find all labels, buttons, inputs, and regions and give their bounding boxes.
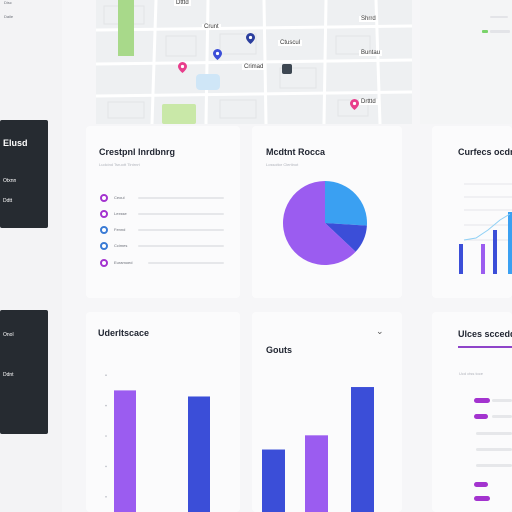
sidebar-item[interactable]: Onol — [3, 332, 14, 338]
distribution-card: Uderltscace — [86, 312, 240, 512]
status-dot — [482, 30, 488, 33]
trend-card-title: Curfecs ocdnitin — [458, 147, 512, 157]
ulces-card: Ulces sccedd Ucd ctss toce — [432, 312, 512, 512]
list-item-bar — [138, 197, 224, 199]
list-pill[interactable] — [474, 398, 490, 403]
map-label: Shrrd — [359, 16, 378, 22]
bar[interactable] — [305, 435, 328, 512]
sidebar-panel-top[interactable]: Elusd Otxnn Ddtt — [0, 120, 48, 228]
trend-line — [463, 213, 511, 241]
bullet-icon — [100, 259, 108, 267]
map-pin-icon[interactable] — [178, 60, 187, 73]
list-line — [476, 448, 512, 451]
list-item-bar — [138, 229, 224, 231]
bar[interactable] — [351, 387, 374, 512]
list-line — [476, 464, 512, 467]
list-card: Crestpnl lnrdbnrg Ludcind Tsruott Tlntrn… — [86, 126, 240, 298]
list-line — [476, 432, 512, 435]
list-pill[interactable] — [474, 496, 490, 501]
list-pill[interactable] — [474, 414, 488, 419]
bullet-icon — [100, 226, 108, 234]
park-area — [162, 104, 196, 124]
pie-card-title: Mcdtnt Rocca — [266, 147, 326, 157]
list-card-subtitle: Ludcind Tsruott Tlntrnrt — [99, 162, 140, 167]
left-rail: Disc Daile — [0, 0, 62, 512]
pie-slice[interactable] — [325, 223, 367, 252]
y-tick — [105, 404, 107, 407]
map-label: Crimad — [242, 64, 266, 70]
list-item[interactable]: Euramoed — [100, 258, 230, 268]
map-streets — [96, 0, 412, 124]
bar[interactable] — [114, 390, 136, 512]
bullet-icon — [100, 194, 108, 202]
ulces-card-underline — [458, 346, 512, 348]
trend-bar — [493, 230, 497, 274]
sidebar-panel-title: Elusd — [3, 138, 28, 148]
list-line — [492, 415, 512, 418]
list-item-bar — [148, 262, 224, 264]
ulces-card-title: Ulces sccedd — [458, 329, 512, 339]
sidebar-panel-bottom[interactable]: Onol Ddnt — [0, 310, 48, 434]
sidebar-item[interactable]: Ddtt — [3, 198, 13, 204]
status-line — [490, 16, 508, 18]
list-item[interactable]: Lexsse — [100, 209, 230, 219]
list-item[interactable]: Ceoul — [100, 193, 230, 203]
map-label: Dtttd — [174, 0, 191, 6]
trend-chart[interactable] — [452, 180, 512, 276]
bullet-icon — [100, 210, 108, 218]
pie-slice[interactable] — [283, 181, 356, 265]
list-line — [492, 399, 512, 402]
map-view[interactable]: Dtttd Crunt Shrrd Ctuscul Buntau Crimad … — [96, 0, 412, 124]
list-item-bar — [138, 245, 224, 247]
map-label: Ctuscul — [278, 40, 303, 46]
y-tick — [105, 374, 107, 376]
trend-bar — [459, 244, 463, 274]
list-item[interactable]: Fennd — [100, 225, 230, 235]
sidebar-item[interactable]: Otxnn — [3, 178, 17, 184]
map-pin-icon[interactable] — [246, 31, 255, 44]
map-label: Drtttd — [359, 99, 378, 105]
list-pill[interactable] — [474, 482, 488, 487]
trend-card: Curfecs ocdnitin — [432, 126, 512, 298]
map-label: Buntau — [359, 50, 383, 56]
y-tick — [105, 465, 107, 468]
distribution-card-title: Uderltscace — [98, 328, 150, 338]
sidebar-item[interactable]: Ddnt — [3, 372, 14, 378]
y-tick — [105, 496, 107, 498]
map-control-icon[interactable] — [282, 64, 292, 74]
list-item[interactable]: Ccimes — [100, 241, 230, 251]
pie-chart[interactable] — [282, 180, 368, 266]
status-line — [490, 30, 510, 33]
trend-bar — [508, 212, 512, 274]
map-right-strip — [420, 0, 512, 124]
park-area — [118, 0, 134, 56]
bar[interactable] — [188, 396, 210, 512]
water-area — [196, 74, 220, 90]
gouts-card-title: Gouts — [266, 345, 292, 355]
trend-bar — [481, 244, 485, 274]
y-tick — [105, 435, 107, 437]
chevron-down-icon[interactable]: ⌄ — [376, 326, 384, 336]
rail-second-label[interactable]: Daile — [4, 14, 14, 19]
pie-slice[interactable] — [325, 181, 367, 226]
map-pin-icon[interactable] — [213, 47, 222, 60]
bullet-icon — [100, 242, 108, 250]
list-item-bar — [138, 213, 224, 215]
bar[interactable] — [262, 449, 285, 512]
rail-top-label[interactable]: Disc — [4, 0, 12, 5]
list-card-title: Crestpnl lnrdbnrg — [99, 147, 175, 157]
list-item-label: Ceoul — [114, 195, 125, 200]
gouts-bar-chart[interactable] — [252, 370, 402, 512]
pie-card-subtitle: Lossoitor Clertinot — [266, 162, 299, 167]
list-item-label: Ccimes — [114, 243, 128, 248]
list-item-label: Lexsse — [114, 211, 127, 216]
list-item-label: Fennd — [114, 227, 126, 232]
distribution-bar-chart[interactable] — [96, 360, 236, 512]
map-pin-icon[interactable] — [350, 97, 359, 110]
ulces-card-subtitle: Ucd ctss toce — [459, 371, 484, 376]
list-item-label: Euramoed — [114, 260, 133, 265]
map-label: Crunt — [202, 24, 221, 30]
